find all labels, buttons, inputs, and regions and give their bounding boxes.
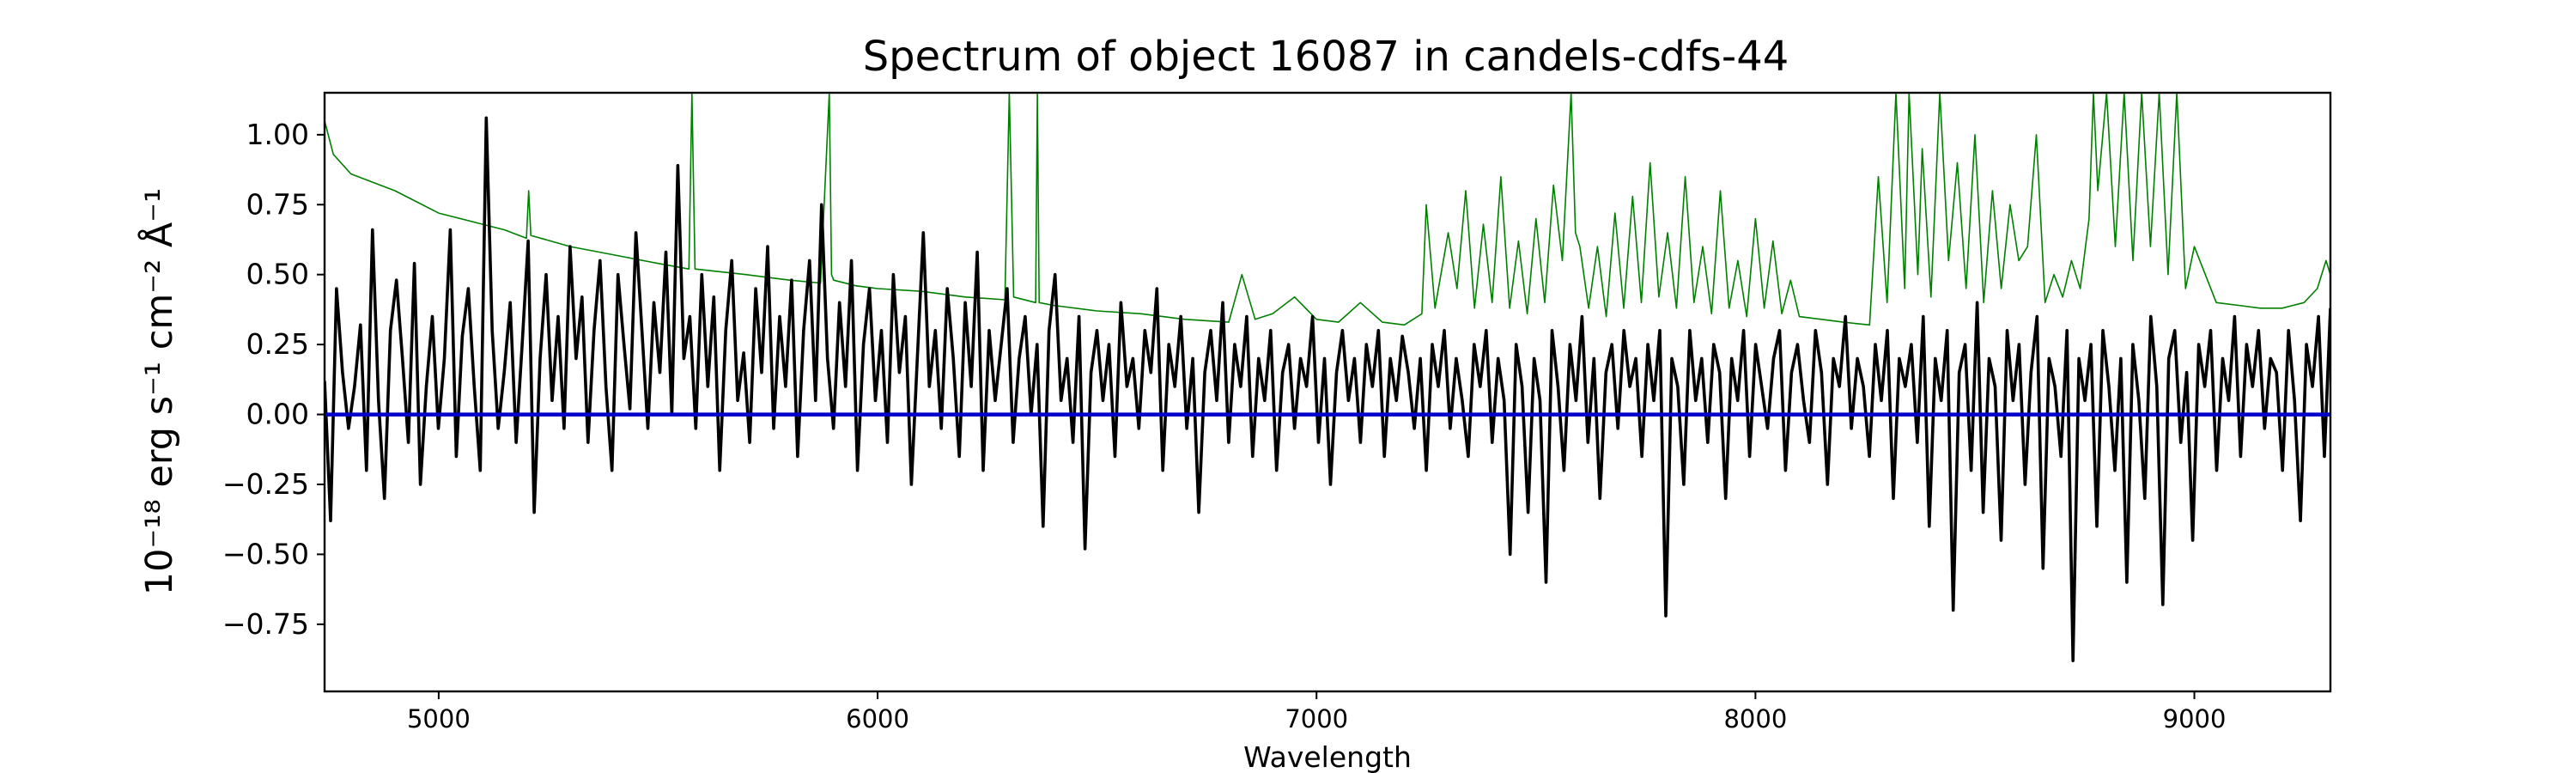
y-tick-label: −0.50 — [222, 537, 309, 570]
x-tick-label: 8000 — [1723, 704, 1787, 733]
flux-spectrum-line — [325, 116, 2330, 663]
x-tick-label: 9000 — [2163, 704, 2227, 733]
chart-title: Spectrum of object 16087 in candels-cdfs… — [863, 33, 1789, 81]
y-tick-label: 0.00 — [246, 398, 309, 431]
y-tick-label: 0.50 — [246, 258, 309, 291]
y-tick-label: 0.75 — [246, 187, 309, 221]
y-tick-label: −0.75 — [222, 607, 309, 641]
y-tick-label: −0.25 — [222, 467, 309, 501]
x-tick-label: 6000 — [846, 704, 909, 733]
plot-area — [325, 93, 2330, 663]
y-tick-label: 0.25 — [246, 327, 309, 361]
y-axis-label: 10⁻¹⁸ erg s⁻¹ cm⁻² Å⁻¹ — [137, 188, 181, 595]
x-axis: 5000 6000 7000 8000 9000 — [407, 691, 2226, 733]
x-tick-label: 7000 — [1285, 704, 1348, 733]
axes-frame — [323, 91, 2332, 693]
x-tick-label: 5000 — [407, 704, 471, 733]
x-axis-label: Wavelength — [1243, 740, 1412, 773]
y-tick-label: 1.00 — [246, 118, 309, 151]
y-axis: −0.75 −0.50 −0.25 0.00 0.25 0.50 0.75 1.00 — [222, 118, 325, 641]
error-spectrum-line — [325, 93, 2330, 326]
